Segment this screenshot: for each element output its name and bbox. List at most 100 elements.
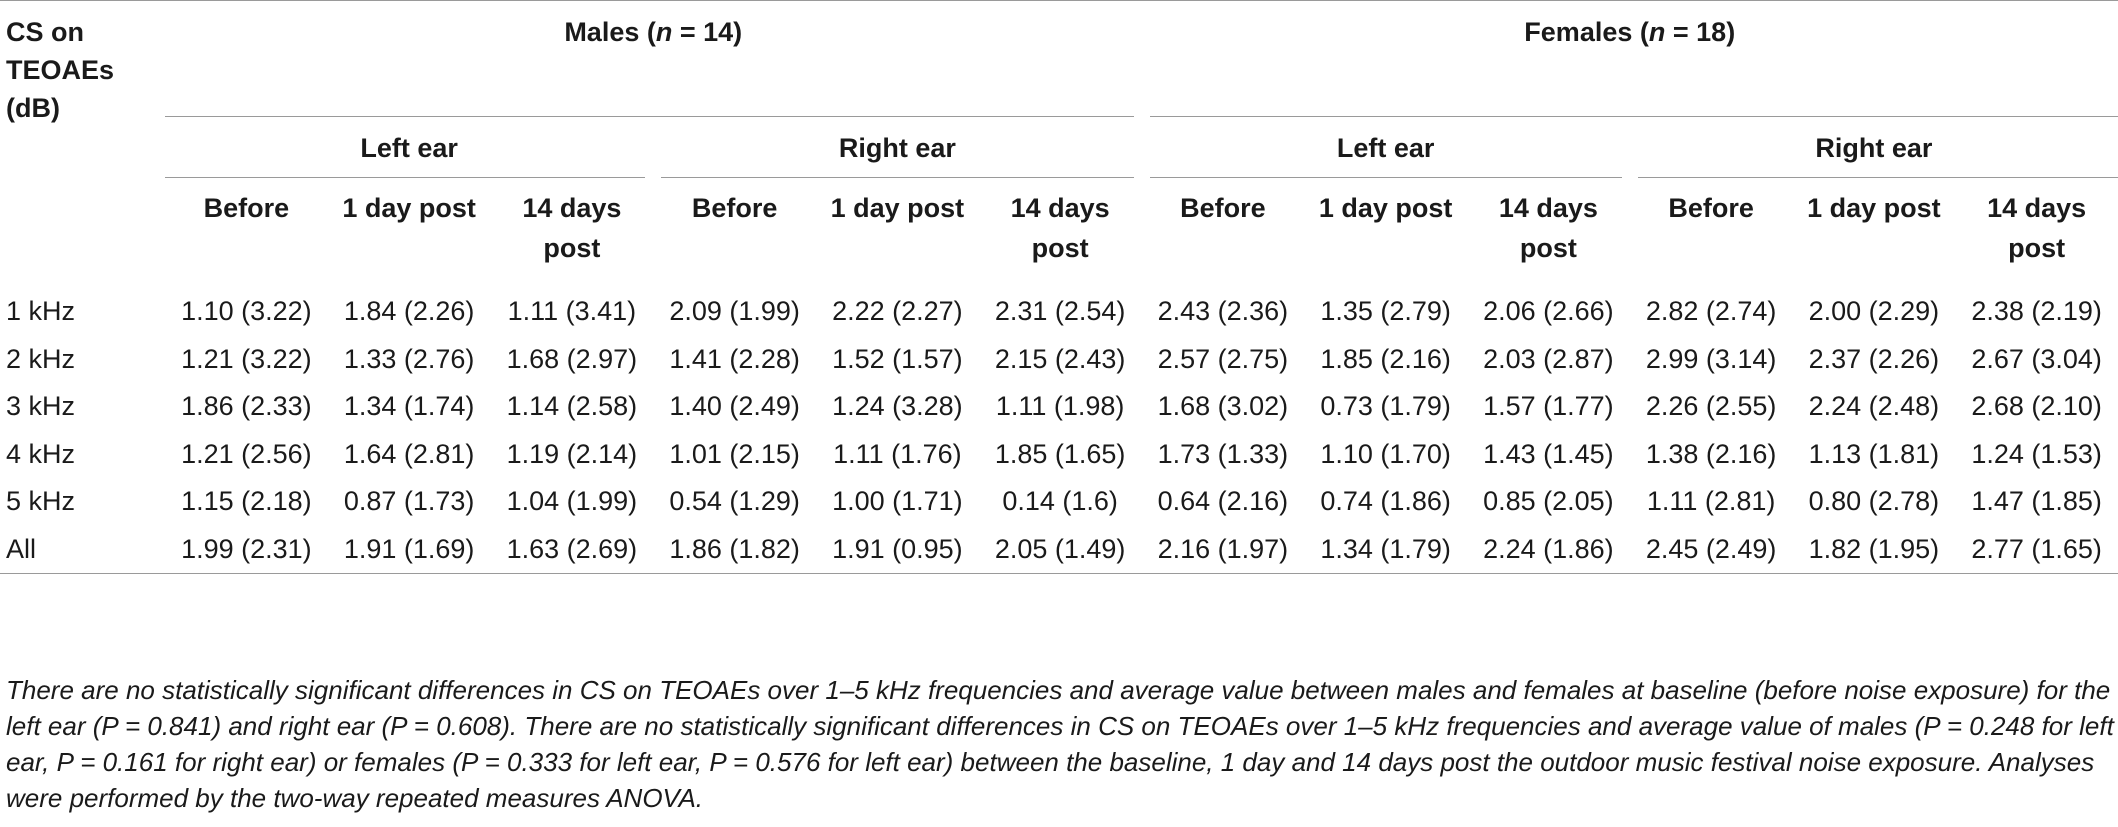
value-cell: 1.11 (1.76): [833, 438, 962, 469]
value-cell: 1.24 (3.28): [832, 391, 963, 421]
stub-header: CS on TEOAEs (dB): [0, 1, 165, 282]
value-cell: 2.15 (2.43): [994, 343, 1126, 374]
value-cell: 2.82 (2.74): [1645, 296, 1777, 326]
ear-rule: [1630, 177, 2118, 178]
value-cell: 2.68 (2.10): [1971, 391, 2102, 421]
value-cell: 1.11 (1.98): [995, 391, 1125, 421]
value-cell: 1.86 (2.33): [181, 391, 312, 421]
value-cell: 1.52 (1.57): [832, 343, 963, 374]
value-cell: 2.45 (2.49): [1645, 533, 1777, 564]
group-rule-row: [0, 116, 2118, 117]
value-cell: 0.14 (1.6): [1002, 486, 1118, 516]
group-rule-males: [165, 116, 1142, 117]
row-label: 4 kHz: [6, 438, 76, 469]
value-cell: 1.84 (2.26): [343, 296, 475, 326]
table-row: 2 kHz 1.21 (3.22) 1.33 (2.76) 1.68 (2.97) 1.…: [0, 336, 2118, 384]
value-cell: 1.68 (3.02): [1157, 391, 1289, 421]
value-cell: 1.14 (2.58): [506, 391, 638, 421]
value-cell: 1.33 (2.76): [343, 343, 475, 374]
value-cell: 2.24 (1.86): [1483, 533, 1614, 564]
subheader-cell: 14 days post: [1987, 193, 2087, 263]
subheader-cell: 14 days post: [1498, 193, 1598, 263]
value-cell: 1.64 (2.81): [343, 438, 475, 469]
value-cell: 1.40 (2.49): [669, 391, 800, 421]
group-n-label: n: [655, 17, 673, 47]
footnote-text: There are no statistically significant d…: [6, 675, 2114, 813]
value-cell: 1.73 (1.33): [1157, 438, 1289, 469]
group-label: Females: [1524, 17, 1633, 47]
value-cell: 1.11 (3.41): [507, 296, 637, 326]
value-cell: 1.38 (2.16): [1645, 438, 1777, 469]
value-cell: 0.54 (1.29): [669, 486, 800, 516]
value-cell: 1.34 (1.79): [1320, 533, 1451, 564]
subheader-cell: Before: [203, 193, 290, 223]
value-cell: 2.24 (2.48): [1808, 391, 1940, 421]
row-label: 1 kHz: [6, 296, 76, 326]
group-header-females: Females (n = 18): [1524, 17, 1736, 47]
table-row: 4 kHz 1.21 (2.56) 1.64 (2.81) 1.19 (2.14) 1.…: [0, 431, 2118, 479]
value-cell: 0.64 (2.16): [1157, 486, 1289, 516]
value-cell: 1.15 (2.18): [181, 486, 312, 516]
value-cell: 2.09 (1.99): [669, 296, 800, 326]
ear-rule: [653, 177, 1141, 178]
value-cell: 1.86 (1.82): [669, 533, 800, 564]
ear-rule: [1142, 177, 1630, 178]
value-cell: 1.99 (2.31): [181, 533, 312, 564]
subheader-cell: 14 days post: [1010, 193, 1110, 263]
value-cell: 2.03 (2.87): [1483, 343, 1614, 374]
value-cell: 1.21 (2.56): [181, 438, 312, 469]
group-n-label: n: [1648, 17, 1666, 47]
group-header-row: CS on TEOAEs (dB) Males (n = 14) Females…: [0, 1, 2118, 123]
value-cell: 1.10 (3.22): [181, 296, 312, 326]
subheader-cell: Before: [1668, 193, 1754, 223]
ear-header: Left ear: [1336, 133, 1435, 163]
value-cell: 1.13 (1.81): [1808, 438, 1940, 469]
value-cell: 1.10 (1.70): [1320, 438, 1451, 469]
value-cell: 2.31 (2.54): [994, 296, 1126, 326]
value-cell: 1.47 (1.85): [1971, 486, 2102, 516]
group-n-value: = 14: [672, 17, 734, 47]
value-cell: 1.00 (1.71): [832, 486, 963, 516]
ear-rule: [165, 177, 653, 178]
ear-header: Right ear: [838, 133, 956, 163]
subheader-row: Before 1 day post 14 days post Before 1 d…: [0, 178, 2118, 282]
value-cell: 2.67 (3.04): [1971, 343, 2102, 374]
value-cell: 2.06 (2.66): [1483, 296, 1614, 326]
ear-rule-row: [0, 177, 2118, 178]
value-cell: 1.35 (2.79): [1320, 296, 1451, 326]
value-cell: 0.87 (1.73): [343, 486, 475, 516]
table-body: 1 kHz 1.10 (3.22) 1.84 (2.26) 1.11 (3.41) 2.…: [0, 282, 2118, 574]
stub-header-line-2: TEOAEs: [6, 55, 115, 85]
value-cell: 1.91 (1.69): [343, 533, 475, 564]
table-row: 5 kHz 1.15 (2.18) 0.87 (1.73) 1.04 (1.99) 0.…: [0, 478, 2118, 526]
value-cell: 0.73 (1.79): [1320, 391, 1451, 421]
value-cell: 0.74 (1.86): [1320, 486, 1451, 516]
value-cell: 1.21 (3.22): [181, 343, 312, 374]
subheader-cell: 1 day post: [1807, 193, 1941, 223]
value-cell: 0.80 (2.78): [1808, 486, 1940, 516]
value-cell: 1.01 (2.15): [669, 438, 800, 469]
value-cell: 1.19 (2.14): [506, 438, 638, 469]
ear-header-row: Left ear Right ear Left ear Right ear: [0, 117, 2118, 177]
value-cell: 1.11 (2.81): [1646, 486, 1776, 516]
value-cell: 2.05 (1.49): [994, 533, 1126, 564]
subheader-cell: 1 day post: [342, 193, 476, 223]
table-header: CS on TEOAEs (dB) Males (n = 14) Females…: [0, 0, 2118, 283]
value-cell: 1.57 (1.77): [1483, 391, 1614, 421]
value-cell: 1.63 (2.69): [506, 533, 638, 564]
table-footnote: There are no statistically significant d…: [6, 672, 2116, 816]
value-cell: 2.22 (2.27): [832, 296, 963, 326]
subheader-cell: Before: [691, 193, 778, 223]
value-cell: 1.04 (1.99): [506, 486, 638, 516]
value-cell: 2.99 (3.14): [1645, 343, 1777, 374]
value-cell: 1.41 (2.28): [669, 343, 800, 374]
ear-header: Right ear: [1815, 133, 1933, 163]
value-cell: 1.82 (1.95): [1808, 533, 1940, 564]
value-cell: 2.26 (2.55): [1645, 391, 1777, 421]
table-row: All 1.99 (2.31) 1.91 (1.69) 1.63 (2.69) 1.86…: [0, 526, 2118, 574]
subheader-cell: 1 day post: [830, 193, 965, 223]
value-cell: 1.34 (1.74): [343, 391, 475, 421]
group-rule-females: [1142, 116, 2118, 117]
stub-header-line-3: (dB): [6, 93, 60, 123]
